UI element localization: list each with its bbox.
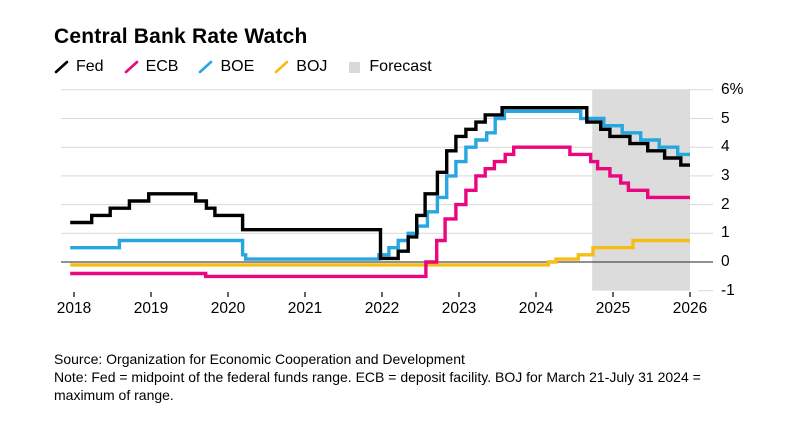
boj-line-swatch-icon: [274, 60, 289, 74]
ecb-line-swatch-icon: [124, 60, 138, 74]
methodology-note: Note: Fed = midpoint of the federal fund…: [54, 369, 701, 403]
source-note: Source: Organization for Economic Cooper…: [54, 351, 465, 367]
x-axis-label: 2023: [441, 300, 477, 317]
chart-title: Central Bank Rate Watch: [54, 25, 308, 48]
x-axis-label: 2025: [595, 300, 631, 317]
legend-item-forecast: Forecast: [347, 58, 432, 76]
x-axis-label: 2026: [672, 300, 708, 317]
legend-item-fed: Fed: [54, 58, 104, 76]
series-line-fed: [70, 106, 690, 261]
boe-line-swatch-icon: [199, 60, 213, 74]
legend-label: Fed: [76, 58, 104, 75]
x-axis-label: 2018: [56, 300, 92, 317]
y-axis-label: 3: [721, 166, 730, 184]
legend-label: BOE: [220, 58, 255, 75]
y-axis-label: 0: [721, 253, 730, 270]
y-axis-label: 6%: [721, 80, 744, 98]
forecast-swatch-icon: [349, 62, 361, 73]
x-axis-label: 2019: [133, 300, 169, 317]
series-line-ecb: [70, 145, 690, 279]
x-axis-label: 2022: [364, 300, 400, 317]
y-axis-label: 1: [721, 224, 730, 242]
y-axis-label: -1: [721, 281, 735, 299]
x-axis-label: 2024: [518, 300, 554, 317]
series-line-boj: [70, 238, 690, 267]
footnote: Source: Organization for Economic Cooper…: [54, 350, 754, 404]
legend: Fed ECB BOE BOJ Forecast: [54, 58, 432, 76]
fed-line-swatch-icon: [54, 60, 69, 74]
legend-item-boe: BOE: [198, 58, 254, 76]
legend-label: Forecast: [369, 58, 432, 75]
y-axis-label: 5: [721, 109, 730, 127]
legend-item-ecb: ECB: [124, 58, 179, 76]
legend-label: ECB: [145, 58, 179, 75]
y-axis-label: 4: [721, 138, 730, 156]
x-axis-label: 2020: [210, 300, 246, 317]
legend-item-boj: BOJ: [274, 58, 327, 76]
legend-label: BOJ: [296, 58, 328, 75]
y-axis-label: 2: [721, 195, 730, 213]
x-axis-label: 2021: [287, 300, 323, 317]
